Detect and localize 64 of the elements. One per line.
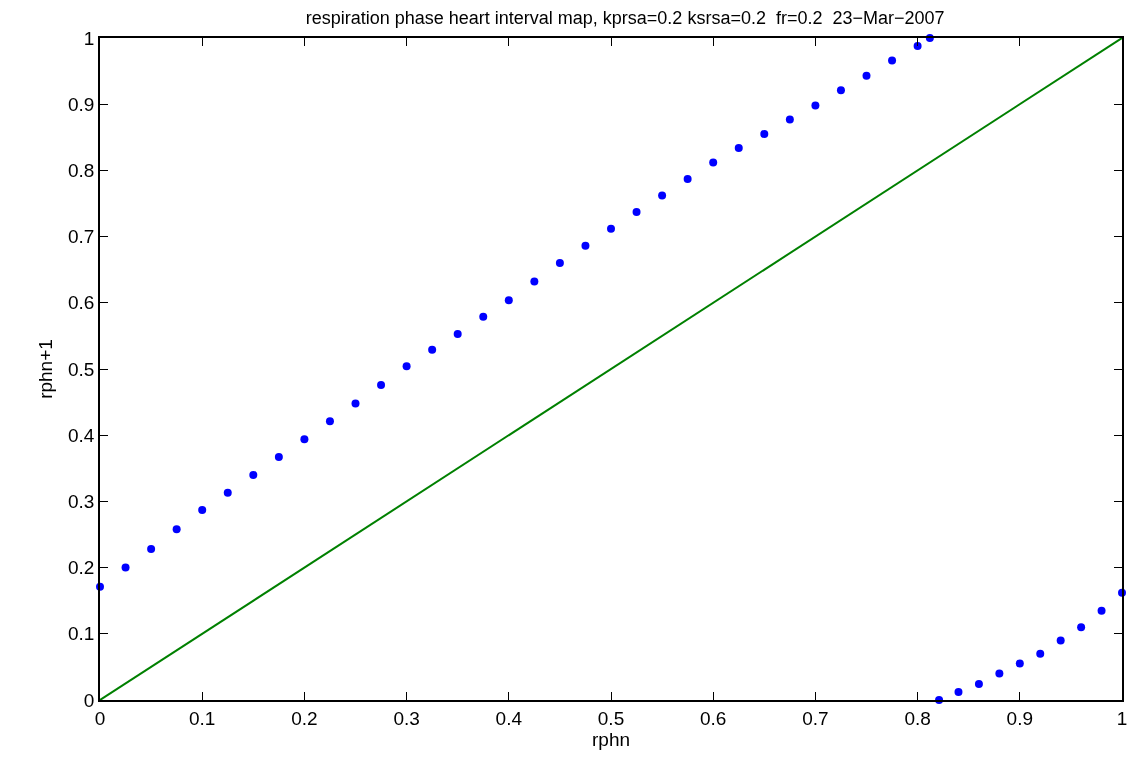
point xyxy=(377,380,386,389)
point xyxy=(811,101,820,110)
y-tick-label: 0.4 xyxy=(68,424,95,446)
x-tick-label: 0.9 xyxy=(1006,707,1034,729)
y-axis-title: rphn+1 xyxy=(35,339,57,399)
point xyxy=(428,345,437,354)
y-tick-label: 0.1 xyxy=(68,623,95,645)
point xyxy=(734,143,743,152)
point xyxy=(325,417,334,426)
x-tick-label: 0.8 xyxy=(904,707,931,729)
y-tick-label: 0 xyxy=(83,689,95,711)
point xyxy=(172,525,181,534)
point xyxy=(836,86,845,95)
y-tick-label: 0.5 xyxy=(68,358,95,380)
point xyxy=(913,41,922,50)
y-tick-label: 0.2 xyxy=(68,557,95,579)
point xyxy=(683,175,692,184)
y-tick-label: 1 xyxy=(83,27,95,49)
y-tick-label: 0.3 xyxy=(68,491,95,513)
point xyxy=(504,296,513,305)
point xyxy=(402,362,411,371)
point xyxy=(1056,636,1065,645)
point xyxy=(760,129,769,138)
point xyxy=(1097,606,1106,615)
point xyxy=(479,312,488,321)
x-tick-label: 0.1 xyxy=(188,707,216,729)
point xyxy=(658,191,667,200)
x-axis-title: rphn xyxy=(591,728,631,750)
point xyxy=(249,470,258,479)
point xyxy=(198,506,207,515)
point xyxy=(300,435,309,444)
x-tick-label: 0.3 xyxy=(393,707,420,729)
x-tick-label: 0.2 xyxy=(291,707,318,729)
y-tick-label: 0.9 xyxy=(68,93,95,115)
point xyxy=(974,680,983,689)
point xyxy=(555,259,564,268)
point xyxy=(995,669,1004,678)
point xyxy=(632,208,641,217)
point xyxy=(785,115,794,124)
chart-title: respiration phase heart interval map, kprsa=0.2 ksrsa=0.2 fr=0.2 23−Mar−2007 xyxy=(305,8,945,29)
y-tick-label: 0.7 xyxy=(68,226,95,248)
x-tick-label: 1 xyxy=(1116,707,1128,729)
point xyxy=(709,158,718,167)
point xyxy=(888,56,897,65)
point xyxy=(147,545,156,554)
point xyxy=(1015,659,1024,668)
x-tick-label: 0.5 xyxy=(597,707,625,729)
point xyxy=(453,329,462,338)
point xyxy=(274,453,283,462)
x-tick-label: 0.6 xyxy=(699,707,727,729)
point xyxy=(1077,623,1086,632)
point xyxy=(223,488,232,497)
point xyxy=(607,224,615,233)
point xyxy=(121,563,130,572)
y-tick-label: 0.8 xyxy=(68,160,95,182)
y-tick-label: 0.6 xyxy=(68,292,95,314)
x-tick-label: 0.7 xyxy=(802,707,829,729)
point xyxy=(862,71,871,80)
point xyxy=(1036,649,1045,658)
point xyxy=(581,241,590,250)
x-tick-label: 0.4 xyxy=(495,707,523,729)
point xyxy=(351,399,360,408)
point xyxy=(954,688,963,697)
point xyxy=(530,277,539,286)
